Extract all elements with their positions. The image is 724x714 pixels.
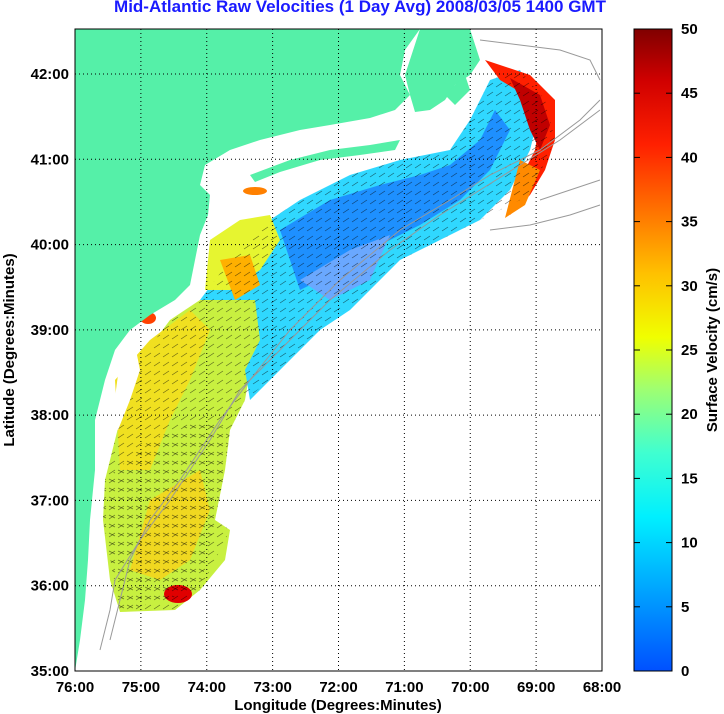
y-tick-label: 39:00 <box>31 322 69 339</box>
land-mass <box>75 29 480 671</box>
colorbar-tick-label: 5 <box>681 599 689 616</box>
x-axis-ticks: 76:00 75:00 74:00 73:00 72:00 71:00 70:00 69:00… <box>56 679 621 696</box>
x-tick-label: 68:00 <box>583 679 621 696</box>
colorbar-label: Surface Velocity (cm/s) <box>704 268 721 432</box>
x-tick-label: 69:00 <box>517 679 555 696</box>
chart-title: Mid-Atlantic Raw Velocities (1 Day Avg) … <box>114 0 606 16</box>
x-tick-label: 71:00 <box>385 679 423 696</box>
velocity-field <box>103 60 555 612</box>
y-axis-ticks: 42:00 41:00 40:00 39:00 38:00 37:00 36:00 35:00 <box>31 66 69 680</box>
colorbar-tick-label: 20 <box>681 406 698 423</box>
bathymetry-contours <box>99 39 601 651</box>
colorbar-tick-label: 50 <box>681 21 698 38</box>
colorbar-tick-label: 0 <box>681 663 689 680</box>
y-tick-label: 36:00 <box>31 578 69 595</box>
colorbar-tick-label: 25 <box>681 342 698 359</box>
colorbar-tick-label: 45 <box>681 85 698 102</box>
colorbar-tick-label: 10 <box>681 535 698 552</box>
y-tick-label: 41:00 <box>31 151 69 168</box>
colorbar-tick-label: 30 <box>681 278 698 295</box>
x-tick-label: 74:00 <box>188 679 226 696</box>
x-tick-label: 76:00 <box>56 679 94 696</box>
y-tick-label: 42:00 <box>31 66 69 83</box>
colorbar-tick-label: 35 <box>681 214 698 231</box>
y-axis-label: Latitude (Degrees:Minutes) <box>1 253 18 446</box>
x-tick-label: 70:00 <box>451 679 489 696</box>
colorbar-tick-label: 40 <box>681 149 698 166</box>
x-tick-label: 73:00 <box>253 679 291 696</box>
x-tick-label: 75:00 <box>122 679 160 696</box>
x-tick-label: 72:00 <box>319 679 357 696</box>
y-tick-label: 38:00 <box>31 407 69 424</box>
x-axis-label: Longitude (Degrees:Minutes) <box>234 697 442 714</box>
plot-frame <box>74 28 603 672</box>
colorbar-tick-label: 15 <box>681 470 698 487</box>
y-tick-label: 37:00 <box>31 492 69 509</box>
y-tick-label: 40:00 <box>31 237 69 254</box>
y-tick-label: 35:00 <box>31 663 69 680</box>
